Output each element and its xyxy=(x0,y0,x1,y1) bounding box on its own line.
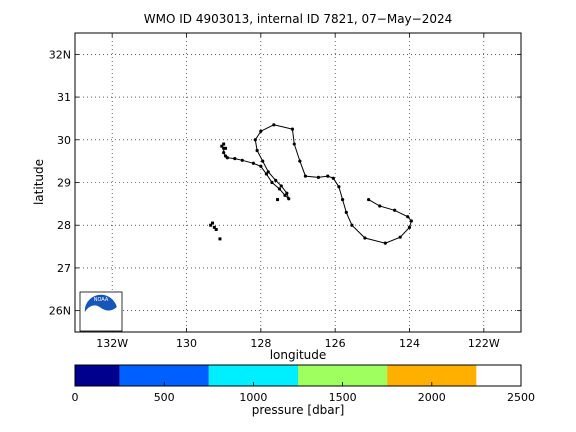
x-tick-labels: 132W 130 128 126 124 122W xyxy=(96,337,500,350)
track-point xyxy=(255,148,259,153)
colorbar-label: pressure [dbar] xyxy=(252,403,345,417)
track-point xyxy=(407,225,412,229)
scatter-point xyxy=(212,225,216,229)
track-point xyxy=(350,223,354,227)
y-tick-label: 30 xyxy=(57,134,71,147)
colorbar-frame xyxy=(74,364,522,387)
scatter-point xyxy=(211,221,215,225)
track-point xyxy=(251,161,255,165)
scatter-point xyxy=(209,223,213,227)
colorbar-band xyxy=(476,365,521,386)
track-point xyxy=(264,172,269,176)
track-point xyxy=(337,185,341,189)
colorbar-tick-label: 0 xyxy=(72,391,79,404)
y-tick-label: 27 xyxy=(57,262,71,275)
x-tick-label: 128 xyxy=(250,337,271,350)
track-point xyxy=(409,219,413,223)
track-point xyxy=(367,197,371,202)
float-track xyxy=(209,123,413,245)
x-axis-label: longitude xyxy=(270,348,327,362)
colorbar-tick-label: 1000 xyxy=(239,391,267,404)
track-point xyxy=(292,142,296,146)
colorbar-band xyxy=(298,365,388,386)
track-point xyxy=(225,156,229,160)
map-axes-frame xyxy=(74,32,522,333)
track-point xyxy=(331,176,335,180)
colorbar-band xyxy=(208,365,298,386)
track-point xyxy=(253,138,257,142)
track-point xyxy=(298,159,302,163)
track-point xyxy=(274,178,278,182)
track-point xyxy=(279,184,283,188)
track-point xyxy=(222,151,226,155)
track-point xyxy=(266,170,270,174)
colorbar-tick-label: 500 xyxy=(154,391,175,404)
x-tick-label: 132W xyxy=(96,337,128,350)
scatter-point xyxy=(222,142,226,146)
scatter-point xyxy=(214,227,218,231)
track-point xyxy=(393,208,397,212)
y-tick-label: 29 xyxy=(57,177,71,190)
scatter-point xyxy=(276,198,280,202)
track-point xyxy=(272,123,276,127)
colorbar-band xyxy=(119,365,209,386)
scatter-point xyxy=(218,237,222,241)
y-tick-label: 32N xyxy=(49,48,71,61)
x-tick-label: 124 xyxy=(399,337,420,350)
y-axis-label: latitude xyxy=(32,159,46,205)
pressure-colorbar: 0 500 1000 1500 2000 2500 xyxy=(72,364,535,404)
track-point xyxy=(233,156,237,161)
track-point xyxy=(287,197,291,201)
noaa-logo: NOAA xyxy=(79,291,123,332)
y-tick-labels: 26N 27 28 29 30 31 32N xyxy=(49,48,71,317)
track-point xyxy=(316,175,321,179)
y-tick-label: 31 xyxy=(57,91,71,104)
noaa-logo-text: NOAA xyxy=(94,297,109,303)
track-point xyxy=(344,210,348,214)
track-point xyxy=(326,174,330,178)
track-point xyxy=(259,129,263,133)
colorbar-tick-label: 2500 xyxy=(507,391,535,404)
track-point xyxy=(383,241,387,245)
track-point xyxy=(290,127,295,131)
track-point xyxy=(270,180,274,185)
y-tick-label: 28 xyxy=(57,219,71,232)
track-point xyxy=(261,159,265,163)
chart-title: WMO ID 4903013, internal ID 7821, 07−May… xyxy=(144,12,453,26)
track-point xyxy=(378,204,382,208)
track-point xyxy=(259,164,263,168)
track-point xyxy=(277,187,282,191)
track-point xyxy=(398,235,402,239)
track-point xyxy=(406,215,410,219)
colorbar-band xyxy=(75,365,120,386)
x-tick-label: 126 xyxy=(325,337,346,350)
track-point xyxy=(363,236,367,240)
colorbar-tick-label: 2000 xyxy=(418,391,446,404)
track-point xyxy=(341,197,345,202)
colorbar-band xyxy=(387,365,477,386)
scatter-point xyxy=(220,144,224,148)
track-point xyxy=(240,158,244,162)
colorbar-tick-label: 1500 xyxy=(329,391,357,404)
x-tick-label: 130 xyxy=(176,337,197,350)
grid-lines xyxy=(75,33,521,332)
x-tick-label: 122W xyxy=(468,337,500,350)
track-point xyxy=(285,191,289,195)
track-point xyxy=(303,174,308,178)
y-tick-label: 26N xyxy=(49,305,71,318)
scatter-point xyxy=(224,146,228,150)
track-point xyxy=(283,193,287,197)
